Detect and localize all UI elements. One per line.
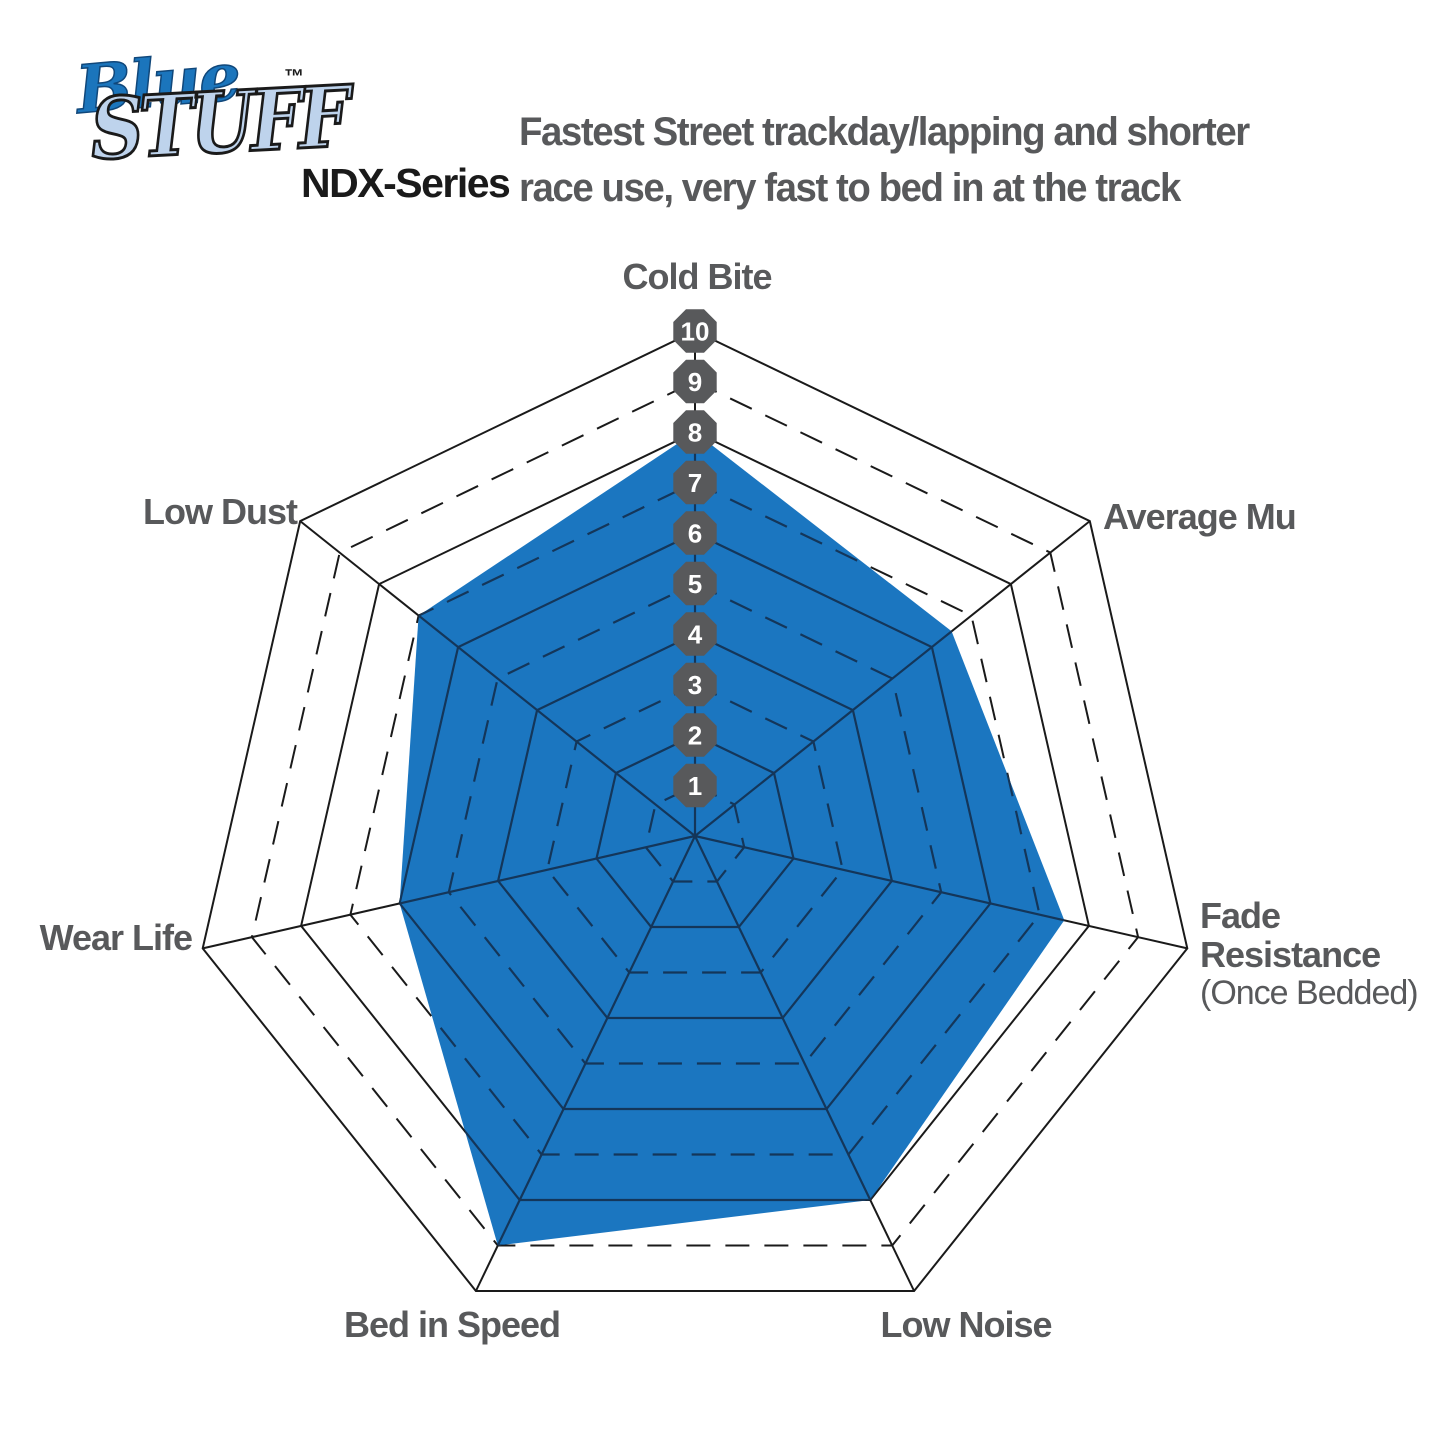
axis-spoke-5 bbox=[399, 834, 696, 950]
trademark-symbol: ™ bbox=[284, 66, 304, 88]
scale-badge-label-9: 9 bbox=[688, 367, 702, 397]
scale-badge-9 bbox=[673, 359, 717, 404]
axis-spoke-4 bbox=[474, 835, 696, 1246]
axis-label-fade-resistance: Fade Resistance (Once Bedded) bbox=[1200, 895, 1419, 1013]
axis-label-cold-bite: Cold Bite bbox=[622, 256, 773, 297]
scale-badge-4 bbox=[673, 612, 717, 656]
grid-ring-4 bbox=[496, 632, 894, 1020]
axis-label-average-mu: Average Mu bbox=[1103, 496, 1297, 537]
fade-label-line-1: Fade bbox=[1200, 895, 1281, 936]
fade-label-line-2: Resistance bbox=[1200, 934, 1381, 975]
axis-label-low-noise: Low Noise bbox=[880, 1304, 1052, 1345]
scale-badge-label-6: 6 bbox=[688, 519, 702, 549]
scale-badge-label-7: 7 bbox=[688, 468, 702, 498]
scale-badge-6 bbox=[673, 511, 717, 555]
scale-badge-10 bbox=[673, 309, 717, 353]
scale-badge-2 bbox=[673, 713, 717, 757]
grid-ring-9 bbox=[250, 380, 1140, 1247]
axis-spoke-6 bbox=[399, 520, 696, 837]
scale-badge-label-2: 2 bbox=[688, 721, 702, 751]
scale-badge-5 bbox=[673, 561, 717, 606]
tagline-line-2: race use, very fast to bed in at the tra… bbox=[519, 166, 1181, 210]
radar-fill-polygon bbox=[399, 432, 1065, 1246]
axis-spoke-2 bbox=[694, 834, 1065, 950]
scale-badge-8 bbox=[673, 410, 717, 454]
product-tagline: Fastest Street trackday/lapping and shor… bbox=[519, 104, 1250, 216]
scale-badge-label-1: 1 bbox=[688, 771, 702, 801]
grid-ring-6 bbox=[399, 531, 992, 1111]
scale-badge-label-4: 4 bbox=[688, 620, 703, 650]
scale-badge-label-8: 8 bbox=[688, 418, 702, 448]
axis-label-low-dust: Low Dust bbox=[143, 491, 298, 532]
grid-ring-2 bbox=[595, 733, 795, 929]
scale-badge-3 bbox=[673, 662, 717, 707]
scale-badge-7 bbox=[673, 460, 717, 505]
fade-label-sublabel: (Once Bedded) bbox=[1200, 974, 1419, 1012]
tagline-line-1: Fastest Street trackday/lapping and shor… bbox=[519, 110, 1250, 154]
scale-badge-label-10: 10 bbox=[681, 317, 710, 347]
grid-ring-1 bbox=[644, 784, 746, 883]
axis-label-wear-life: Wear Life bbox=[39, 917, 193, 958]
scale-badge-1 bbox=[673, 763, 717, 808]
grid-ring-5 bbox=[447, 582, 943, 1065]
series-name: NDX-Series bbox=[301, 160, 511, 206]
scale-badge-label-3: 3 bbox=[688, 670, 702, 700]
grid-ring-10 bbox=[201, 329, 1189, 1292]
axis-label-bed-in-speed: Bed in Speed bbox=[343, 1304, 561, 1345]
bluestuff-logo: Blue STUFF ™ bbox=[0, 0, 500, 230]
scale-badge-label-5: 5 bbox=[688, 569, 702, 599]
